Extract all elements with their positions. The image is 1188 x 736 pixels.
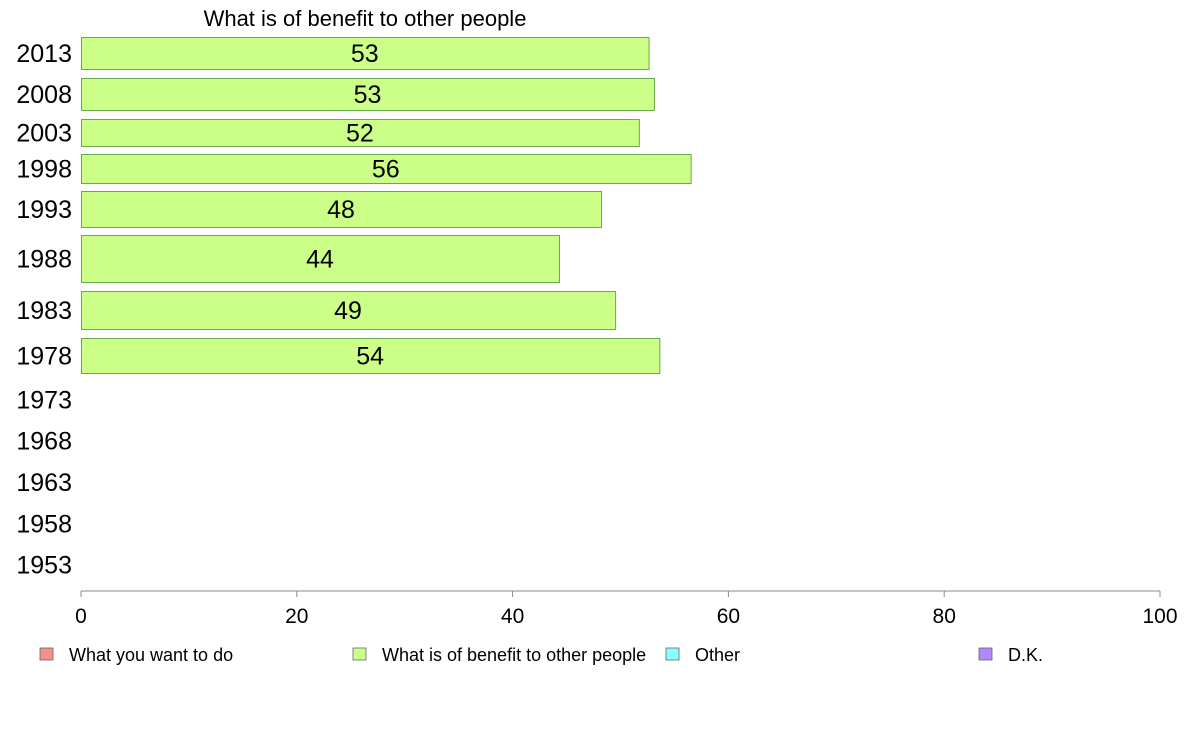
legend-label: What is of benefit to other people xyxy=(382,645,646,665)
x-tick-label: 0 xyxy=(75,605,87,628)
legend-swatch xyxy=(665,647,680,661)
bar-value-label: 44 xyxy=(306,246,334,274)
x-axis-ticks: 0 20 40 60 80 100 xyxy=(75,591,1178,628)
legend-label: What you want to do xyxy=(69,645,233,665)
year-label: 1983 xyxy=(16,297,72,325)
year-label: 1968 xyxy=(16,428,72,456)
bar xyxy=(81,338,661,374)
bar xyxy=(81,235,560,283)
bar-value-label: 48 xyxy=(327,196,355,224)
bar-value-label: 53 xyxy=(354,81,382,109)
bar xyxy=(81,291,617,330)
year-label: 1973 xyxy=(16,387,72,415)
legend-swatch xyxy=(352,647,367,661)
year-labels-group: 2013 2008 2003 1998 1993 1988 1983 1978 1973 1968… xyxy=(16,40,72,580)
legend-label: D.K. xyxy=(1008,645,1043,665)
year-label: 1978 xyxy=(16,343,72,371)
legend: What you want to do What is of benefit to… xyxy=(39,645,1043,665)
bar xyxy=(81,154,692,184)
bars-group xyxy=(81,37,692,374)
bar-value-label: 54 xyxy=(356,343,384,371)
year-label: 1963 xyxy=(16,469,72,497)
year-label: 1953 xyxy=(16,552,72,580)
bar xyxy=(81,191,603,228)
year-label: 1958 xyxy=(16,511,72,539)
x-tick-label: 60 xyxy=(717,605,740,628)
x-tick-label: 40 xyxy=(501,605,524,628)
bar-value-label: 53 xyxy=(351,40,379,68)
legend-swatch xyxy=(39,647,54,661)
x-tick-label: 100 xyxy=(1142,605,1177,628)
bar-value-label: 52 xyxy=(346,120,374,148)
bar xyxy=(81,78,655,111)
year-label: 1993 xyxy=(16,196,72,224)
bar-value-label: 49 xyxy=(334,297,362,325)
legend-label: Other xyxy=(695,645,740,665)
year-label: 2008 xyxy=(16,81,72,109)
year-label: 2013 xyxy=(16,40,72,68)
year-label: 2003 xyxy=(16,120,72,148)
legend-swatch xyxy=(978,647,993,661)
bar xyxy=(81,119,640,147)
bar xyxy=(81,37,650,70)
x-tick-label: 20 xyxy=(285,605,308,628)
year-label: 1998 xyxy=(16,156,72,184)
x-tick-label: 80 xyxy=(933,605,956,628)
year-label: 1988 xyxy=(16,246,72,274)
bar-value-label: 56 xyxy=(372,156,400,184)
chart-title: What is of benefit to other people xyxy=(204,6,527,31)
